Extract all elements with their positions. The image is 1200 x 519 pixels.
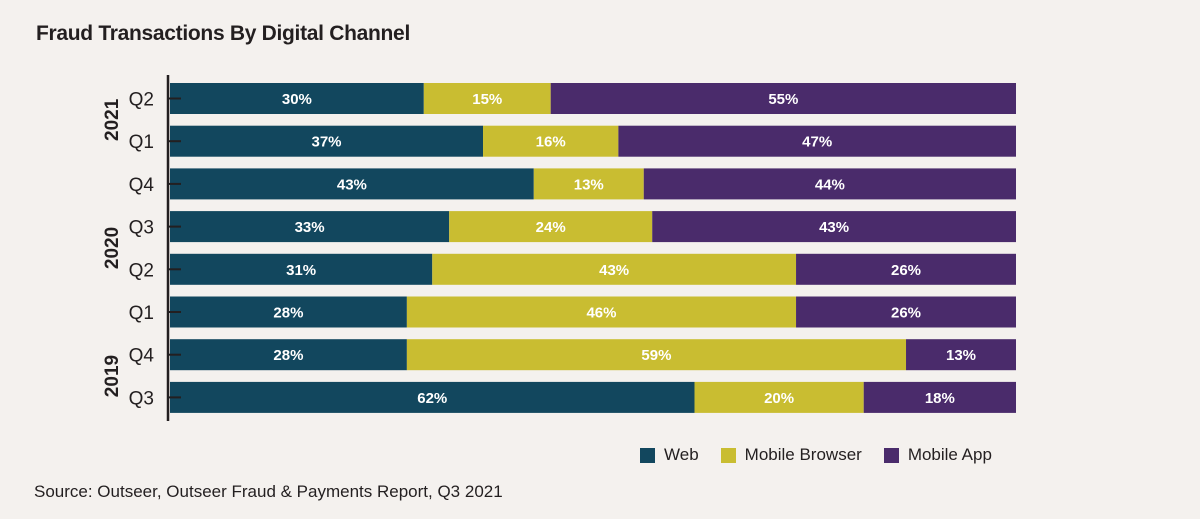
data-label-mobile-browser: 59% [641,347,671,364]
data-label-mobile-app: 13% [946,347,976,364]
bar-mobile-app [618,125,1016,157]
y-axis: Q2 Q1 Q4 Q3 Q2 Q1 Q4 Q3 2021 2020 2019 [102,75,181,421]
data-label-web: 30% [282,91,312,108]
bar-web [170,253,433,285]
data-label-mobile-browser: 16% [536,134,566,151]
bar-web [170,381,695,413]
data-label-mobile-browser: 46% [586,305,616,322]
y-tick-label: Q4 [129,346,155,367]
y-tick-label: Q2 [129,90,154,111]
data-label-web: 62% [417,390,447,407]
legend-item-mobile-browser: Mobile Browser [720,445,862,465]
bar-mobile-app [863,381,1016,413]
y-tick-label: Q1 [129,303,154,324]
legend-swatch-web [640,447,655,463]
legend-label-mobile-app: Mobile App [907,445,992,464]
y-tick-label: Q3 [129,388,154,409]
bar-web [170,125,484,157]
data-label-web: 43% [337,176,367,193]
bar-mobile-browser [406,339,907,371]
bar-mobile-app [796,253,1016,285]
bar-mobile-app [550,83,1016,114]
data-label-mobile-app: 47% [802,134,832,151]
legend-label-mobile-browser: Mobile Browser [744,445,862,464]
bar-mobile-browser [449,211,653,243]
year-group-label: 2019 [102,355,123,397]
data-label-mobile-app: 26% [891,305,921,322]
bar-web [170,83,424,114]
legend-item-web: Web [640,445,699,465]
data-label-web: 28% [273,347,303,364]
bar-web [170,168,534,200]
legend-swatch-mobile-browser [720,447,736,463]
year-group-label: 2021 [102,98,123,141]
bar-mobile-browser [423,83,551,114]
y-tick-label: Q4 [129,175,155,196]
bar-mobile-app [906,339,1016,371]
bar-mobile-app [796,296,1016,328]
bar-mobile-browser [694,381,864,413]
source-note: Source: Outseer, Outseer Fraud & Payment… [34,482,503,501]
bar-mobile-browser [483,125,619,157]
data-label-mobile-browser: 13% [574,176,604,193]
bar-mobile-browser [533,168,644,200]
data-label-web: 33% [295,219,325,236]
bar-mobile-app [643,168,1016,200]
legend-label-web: Web [664,445,699,464]
bar-mobile-app [652,211,1016,243]
bar-mobile-browser [406,296,797,328]
data-label-mobile-app: 55% [768,91,798,108]
chart-title: Fraud Transactions By Digital Channel [36,22,410,45]
y-tick-label: Q3 [129,218,154,239]
data-label-mobile-browser: 15% [472,91,502,108]
year-group-label: 2020 [102,227,123,269]
bar-web [170,211,450,243]
legend-swatch-mobile-app [883,447,899,463]
data-label-mobile-app: 26% [891,262,921,279]
bar-web [170,339,407,371]
y-tick-label: Q1 [129,132,154,153]
data-label-web: 37% [311,134,341,151]
legend-item-mobile-app: Mobile App [883,445,992,465]
bars-layer: 30% 15% 55% 37% 16% 47% 43% 13% 44% 33% 24% 43% 31% 4… [170,83,1016,413]
y-tick-label: Q2 [129,260,154,281]
bar-web [170,296,407,328]
data-label-mobile-app: 18% [925,390,955,407]
data-label-mobile-browser: 24% [536,219,566,236]
data-label-mobile-app: 44% [815,176,845,193]
data-label-mobile-app: 43% [819,219,849,236]
data-label-mobile-browser: 43% [599,262,629,279]
data-label-web: 28% [273,305,303,322]
data-label-web: 31% [286,262,316,279]
legend: Web Mobile Browser Mobile App [640,445,1014,465]
bar-mobile-browser [432,253,797,285]
data-label-mobile-browser: 20% [764,390,794,407]
